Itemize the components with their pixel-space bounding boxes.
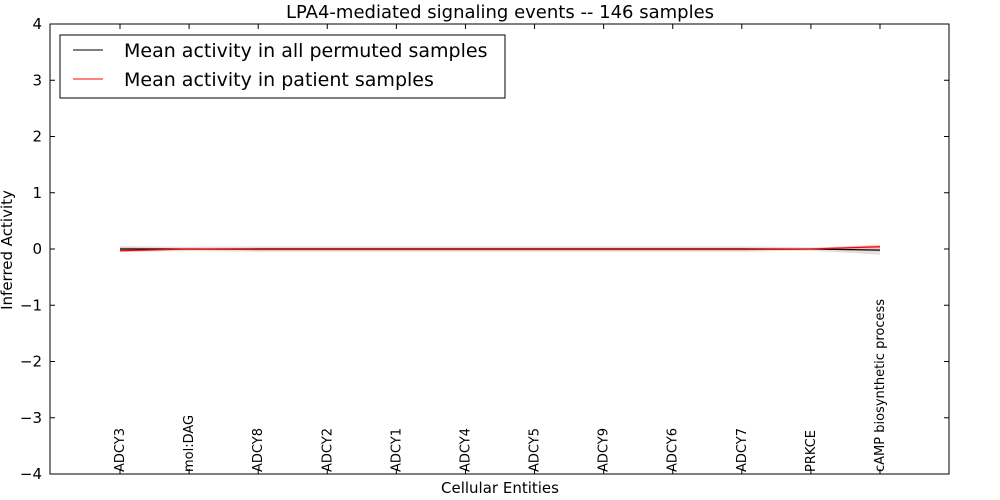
- y-tick-label: −3: [20, 409, 42, 427]
- x-category-label: ADCY2: [320, 428, 335, 472]
- y-tick-label: −2: [20, 353, 42, 371]
- y-tick-label: 4: [32, 15, 42, 33]
- y-tick-label: −1: [20, 296, 42, 314]
- x-category-label: mol:DAG: [182, 415, 197, 472]
- legend-label-permuted: Mean activity in all permuted samples: [124, 40, 487, 62]
- x-category-label: ADCY1: [389, 428, 404, 472]
- x-category-label: ADCY6: [666, 428, 681, 472]
- x-category-label: ADCY7: [735, 428, 750, 472]
- y-tick-label: 3: [32, 71, 42, 89]
- x-category-label: ADCY9: [597, 428, 612, 472]
- x-axis-label: Cellular Entities: [441, 479, 559, 497]
- legend-label-patient: Mean activity in patient samples: [124, 69, 434, 91]
- legend-frame: [59, 34, 506, 99]
- plot-area: 4 3 2 1 0 −1 −2 −3 −4 ADCY3 mol:DAG ADCY8 ADCY2 ADCY1…: [20, 15, 950, 483]
- y-tick-label: 1: [32, 184, 42, 202]
- series-line-1: [119, 246, 881, 252]
- y-tick-label: −4: [20, 465, 42, 483]
- x-category-label: ADCY4: [458, 428, 473, 472]
- y-tick-label: 0: [32, 240, 42, 258]
- legend: Mean activity in all permuted samples Me…: [59, 34, 506, 99]
- x-category-label: ADCY5: [528, 428, 543, 472]
- x-category-label: ADCY8: [251, 428, 266, 472]
- chart-title: LPA4-mediated signaling events -- 146 sa…: [286, 2, 714, 23]
- x-category-label: ADCY3: [113, 428, 128, 472]
- y-tick-label: 2: [32, 128, 42, 146]
- x-category-label: cAMP biosynthetic process: [873, 299, 888, 472]
- y-axis-label: Inferred Activity: [0, 190, 16, 310]
- x-category-label: PRKCE: [804, 430, 819, 472]
